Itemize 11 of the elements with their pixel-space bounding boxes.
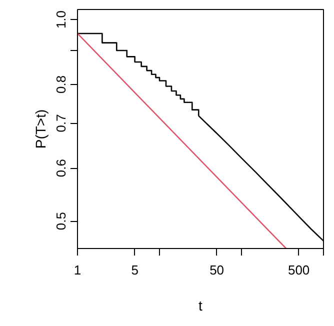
x-tick-label: 50 (210, 262, 224, 278)
y-tick-label: 0.8 (54, 75, 68, 94)
x-tick-label: 1 (74, 262, 82, 278)
x-tick-label: 500 (288, 262, 310, 278)
x-axis-title: t (198, 298, 203, 314)
y-tick-label: 0.5 (54, 212, 68, 230)
y-axis-title: P(T>t) (32, 109, 48, 149)
x-tick-label: 5 (131, 262, 138, 278)
y-tick-label: 1.0 (54, 10, 68, 29)
y-tick-label: 0.6 (54, 159, 68, 178)
y-tick-label: 0.7 (54, 114, 68, 132)
